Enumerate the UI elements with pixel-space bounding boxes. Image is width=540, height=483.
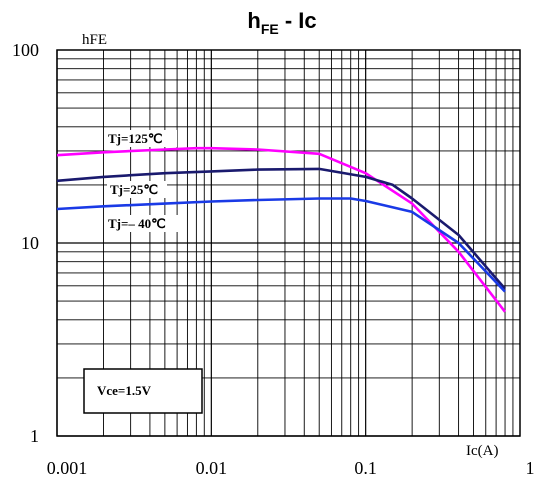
series-label-bg bbox=[107, 181, 167, 198]
x-tick-label: 0.01 bbox=[196, 458, 228, 478]
y-tick-label: 1 bbox=[30, 426, 39, 446]
series-labels: Tj=125℃ Tj=25℃ Tj=– 40℃ bbox=[105, 130, 179, 232]
x-axis-label: Ic(A) bbox=[466, 443, 498, 459]
series-lines bbox=[56, 146, 507, 313]
condition-label: Vce=1.5V bbox=[97, 383, 152, 398]
x-tick-label: 1 bbox=[526, 458, 535, 478]
chart-title-sub: FE bbox=[261, 21, 279, 37]
series-label-bg bbox=[105, 130, 177, 147]
grid bbox=[56, 49, 521, 437]
series-line bbox=[56, 197, 506, 293]
tick-labels: 0.001 0.01 0.1 1 1 10 100 bbox=[12, 40, 535, 478]
chart-title-rest: - Ic bbox=[279, 8, 317, 33]
series-label-bg bbox=[105, 215, 179, 232]
y-tick-label: 10 bbox=[21, 233, 39, 253]
condition-box: Vce=1.5V bbox=[83, 368, 203, 414]
y-axis-label: hFE bbox=[82, 32, 107, 48]
chart-title: hFE - Ic bbox=[247, 8, 316, 37]
y-tick-label: 100 bbox=[12, 40, 39, 60]
series-label: Tj=125℃ bbox=[108, 131, 163, 146]
x-tick-label: 0.1 bbox=[354, 458, 377, 478]
series-label: Tj=25℃ bbox=[110, 182, 158, 197]
series-label: Tj=– 40℃ bbox=[108, 216, 166, 231]
x-tick-label: 0.001 bbox=[47, 458, 88, 478]
chart-title-main: h bbox=[247, 8, 260, 33]
series-line bbox=[56, 146, 507, 313]
plot-frame bbox=[56, 49, 521, 437]
condition-box-frame bbox=[83, 368, 203, 414]
series-line bbox=[56, 167, 506, 290]
